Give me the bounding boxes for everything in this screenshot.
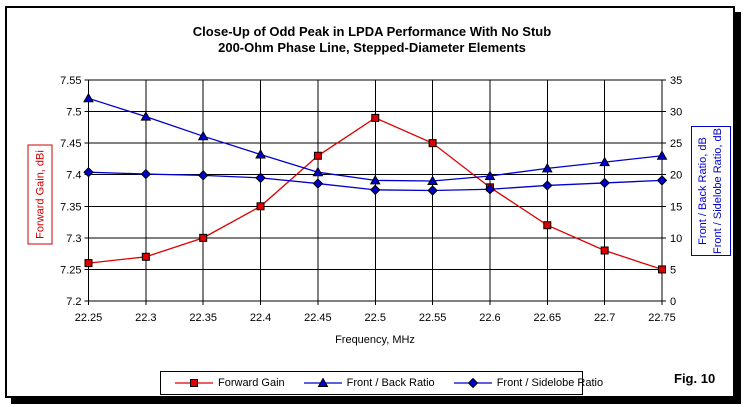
x-tick-label: 22.5: [365, 312, 386, 324]
left-tick-label: 7.25: [60, 264, 81, 276]
right-tick-label: 0: [670, 296, 676, 308]
square-marker: [600, 246, 609, 255]
diamond-marker: [427, 185, 438, 196]
chart-title-block: Close-Up of Odd Peak in LPDA Performance…: [0, 24, 744, 56]
diamond-marker: [197, 170, 209, 181]
chart-legend: Forward Gain Front / Back Ratio Front / …: [160, 371, 603, 395]
x-tick-label: 22.75: [648, 312, 676, 324]
square-marker: [658, 265, 666, 274]
diamond-marker: [370, 184, 381, 196]
chart-subtitle: 200-Ohm Phase Line, Stepped-Diameter Ele…: [218, 40, 526, 55]
triangle-marker: [599, 156, 611, 167]
tick-labels: 7.2 7.25 7.3 7.35 7.4 7.45 7.5 7.55 0 5 10 15 20 25 30…: [60, 75, 682, 324]
diamond-marker: [484, 184, 496, 195]
diamond-marker: [656, 175, 668, 186]
triangle-marker: [427, 175, 438, 186]
right-tick-label: 20: [670, 170, 682, 182]
x-axis-title: Frequency, MHz: [335, 334, 415, 346]
x-tick-label: 22.35: [189, 312, 217, 324]
gridlines: [88, 80, 662, 301]
left-tick-label: 7.45: [60, 138, 81, 150]
right-y-axis-title-line2: Front / Sidelobe Ratio, dB: [712, 128, 724, 254]
left-tick-label: 7.4: [66, 170, 81, 182]
square-marker: [141, 252, 150, 261]
left-tick-label: 7.35: [60, 201, 81, 213]
triangle-marker: [140, 111, 152, 121]
series-front-back-ratio: [83, 92, 668, 186]
diamond-marker: [542, 180, 553, 191]
triangle-marker: [656, 150, 668, 160]
left-y-axis-title: Forward Gain, dBi: [27, 144, 53, 245]
left-tick-label: 7.5: [66, 107, 81, 119]
diamond-marker: [312, 178, 324, 189]
legend-label-front-back-ratio: Front / Back Ratio: [346, 377, 435, 389]
diamond-marker: [140, 168, 152, 180]
axis-ticks: [84, 79, 666, 305]
square-marker-icon: [175, 379, 213, 387]
left-tick-label: 7.3: [66, 233, 81, 245]
left-y-axis-title-text: Forward Gain, dBi: [34, 150, 46, 239]
square-marker: [371, 113, 380, 122]
square-marker: [428, 139, 437, 148]
legend-item-forward-gain: Forward Gain: [175, 377, 285, 389]
right-y-axis-title: Front / Back Ratio, dB Front / Sidelobe …: [691, 126, 731, 256]
series-forward-gain: [84, 113, 666, 274]
x-tick-label: 22.55: [419, 312, 447, 324]
right-tick-label: 35: [670, 75, 682, 87]
x-tick-label: 22.3: [135, 312, 156, 324]
diamond-marker: [83, 166, 94, 178]
diamond-marker: [599, 177, 610, 189]
triangle-marker: [312, 166, 324, 177]
right-tick-label: 30: [670, 107, 682, 119]
triangle-marker: [484, 170, 496, 180]
chart-title: Close-Up of Odd Peak in LPDA Performance…: [192, 24, 552, 39]
plot-border: [88, 79, 663, 302]
diamond-marker-icon: [453, 378, 492, 388]
square-marker: [199, 233, 208, 242]
triangle-marker: [255, 148, 266, 159]
square-marker: [313, 151, 322, 160]
legend-label-forward-gain: Forward Gain: [218, 377, 285, 389]
right-tick-label: 25: [670, 138, 682, 150]
series-front-sidelobe-ratio: [83, 166, 668, 196]
x-tick-label: 22.25: [75, 312, 103, 324]
square-marker: [256, 202, 265, 211]
square-marker: [84, 259, 93, 268]
left-tick-label: 7.55: [60, 75, 81, 87]
triangle-marker: [369, 174, 381, 185]
triangle-marker: [83, 92, 94, 103]
legend-item-front-sidelobe-ratio: Front / Sidelobe Ratio: [453, 377, 604, 389]
right-tick-label: 15: [670, 201, 682, 213]
x-tick-label: 22.7: [594, 312, 615, 324]
figure-number: Fig. 10: [674, 371, 716, 386]
left-tick-label: 7.2: [66, 296, 81, 308]
chart-outer-frame: [5, 6, 735, 398]
x-tick-label: 22.45: [304, 312, 332, 324]
legend-label-front-sidelobe-ratio: Front / Sidelobe Ratio: [496, 377, 604, 389]
right-tick-label: 5: [670, 264, 676, 276]
triangle-marker-icon: [303, 378, 342, 387]
right-tick-label: 10: [670, 233, 682, 245]
legend-item-front-back-ratio: Front / Back Ratio: [303, 377, 435, 389]
triangle-marker: [197, 130, 209, 141]
right-y-axis-title-line1: Front / Back Ratio, dB: [697, 137, 709, 245]
square-marker: [543, 221, 552, 230]
x-tick-label: 22.65: [534, 312, 562, 324]
diamond-marker: [255, 172, 266, 184]
x-tick-label: 22.4: [250, 312, 271, 324]
triangle-marker: [541, 162, 553, 173]
x-tick-label: 22.6: [479, 312, 500, 324]
